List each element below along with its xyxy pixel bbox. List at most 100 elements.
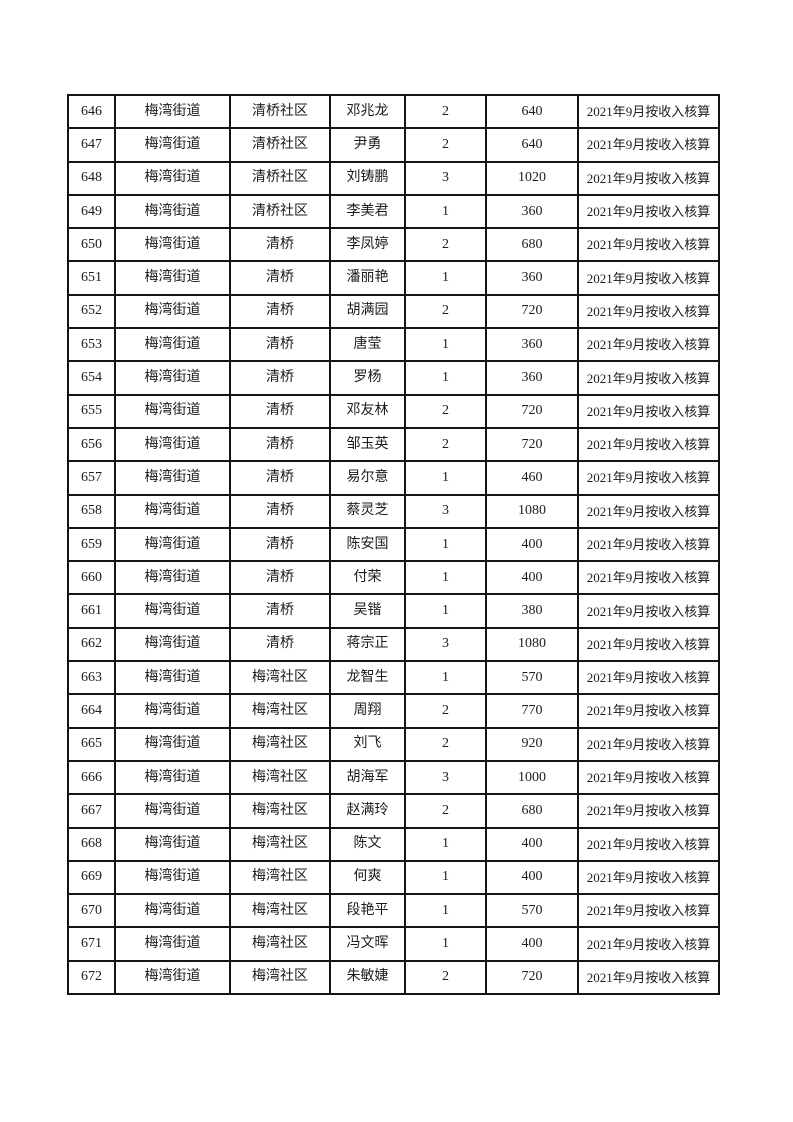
cell-row-number: 666 bbox=[68, 760, 115, 795]
cell-community-name: 梅湾社区 bbox=[230, 927, 330, 961]
cell-street-name: 梅湾街道 bbox=[115, 328, 230, 362]
cell-community-name: 清桥 bbox=[230, 394, 330, 428]
cell-person-name: 陈安国 bbox=[330, 527, 405, 562]
cell-community-name: 梅湾社区 bbox=[230, 860, 330, 895]
cell-community-name: 清桥 bbox=[230, 294, 330, 329]
cell-amount: 460 bbox=[486, 461, 578, 495]
cell-street-name: 梅湾街道 bbox=[115, 694, 230, 728]
cell-street-name: 梅湾街道 bbox=[115, 128, 230, 162]
cell-remark: 2021年9月按收入核算 bbox=[578, 261, 719, 295]
table-row: 663 梅湾街道 梅湾社区 龙智生 1 570 2021年9月按收入核算 bbox=[68, 661, 719, 695]
cell-community-name: 清桥 bbox=[230, 494, 330, 528]
cell-member-count: 2 bbox=[405, 694, 486, 728]
cell-amount: 680 bbox=[486, 228, 578, 262]
cell-amount: 770 bbox=[486, 694, 578, 728]
cell-remark: 2021年9月按收入核算 bbox=[578, 128, 719, 162]
table-body: 646 梅湾街道 清桥社区 邓兆龙 2 640 2021年9月按收入核算 647 梅湾街道 清桥社… bbox=[68, 95, 719, 995]
cell-member-count: 3 bbox=[405, 161, 486, 195]
table-row: 655 梅湾街道 清桥 邓友林 2 720 2021年9月按收入核算 bbox=[68, 394, 719, 428]
cell-row-number: 667 bbox=[68, 794, 115, 828]
cell-row-number: 651 bbox=[68, 261, 115, 295]
cell-street-name: 梅湾街道 bbox=[115, 927, 230, 961]
cell-community-name: 清桥社区 bbox=[230, 161, 330, 195]
cell-person-name: 蔡灵芝 bbox=[330, 494, 405, 528]
table-row: 667 梅湾街道 梅湾社区 赵满玲 2 680 2021年9月按收入核算 bbox=[68, 794, 719, 828]
cell-amount: 400 bbox=[486, 527, 578, 562]
cell-amount: 400 bbox=[486, 860, 578, 895]
cell-person-name: 唐莹 bbox=[330, 328, 405, 362]
cell-remark: 2021年9月按收入核算 bbox=[578, 561, 719, 595]
cell-row-number: 656 bbox=[68, 427, 115, 462]
cell-street-name: 梅湾街道 bbox=[115, 194, 230, 229]
cell-member-count: 1 bbox=[405, 361, 486, 395]
cell-remark: 2021年9月按收入核算 bbox=[578, 328, 719, 362]
table-row: 648 梅湾街道 清桥社区 刘铸鹏 3 1020 2021年9月按收入核算 bbox=[68, 161, 719, 195]
cell-community-name: 清桥 bbox=[230, 328, 330, 362]
cell-amount: 570 bbox=[486, 894, 578, 928]
cell-amount: 720 bbox=[486, 294, 578, 329]
cell-street-name: 梅湾街道 bbox=[115, 860, 230, 895]
cell-member-count: 1 bbox=[405, 594, 486, 628]
cell-street-name: 梅湾街道 bbox=[115, 727, 230, 761]
cell-remark: 2021年9月按收入核算 bbox=[578, 461, 719, 495]
cell-member-count: 1 bbox=[405, 527, 486, 562]
cell-street-name: 梅湾街道 bbox=[115, 261, 230, 295]
cell-amount: 920 bbox=[486, 727, 578, 761]
cell-amount: 720 bbox=[486, 960, 578, 995]
cell-person-name: 尹勇 bbox=[330, 128, 405, 162]
cell-person-name: 朱敏婕 bbox=[330, 960, 405, 995]
table-row: 658 梅湾街道 清桥 蔡灵芝 3 1080 2021年9月按收入核算 bbox=[68, 494, 719, 528]
cell-remark: 2021年9月按收入核算 bbox=[578, 594, 719, 628]
cell-member-count: 1 bbox=[405, 561, 486, 595]
cell-member-count: 1 bbox=[405, 328, 486, 362]
cell-amount: 380 bbox=[486, 594, 578, 628]
cell-row-number: 661 bbox=[68, 594, 115, 628]
cell-street-name: 梅湾街道 bbox=[115, 427, 230, 462]
cell-row-number: 663 bbox=[68, 661, 115, 695]
cell-amount: 1020 bbox=[486, 161, 578, 195]
cell-person-name: 刘铸鹏 bbox=[330, 161, 405, 195]
cell-amount: 400 bbox=[486, 927, 578, 961]
table-row: 646 梅湾街道 清桥社区 邓兆龙 2 640 2021年9月按收入核算 bbox=[68, 95, 719, 129]
cell-street-name: 梅湾街道 bbox=[115, 461, 230, 495]
cell-community-name: 清桥 bbox=[230, 461, 330, 495]
cell-remark: 2021年9月按收入核算 bbox=[578, 161, 719, 195]
cell-remark: 2021年9月按收入核算 bbox=[578, 527, 719, 562]
cell-amount: 360 bbox=[486, 194, 578, 229]
cell-community-name: 清桥 bbox=[230, 561, 330, 595]
table-row: 664 梅湾街道 梅湾社区 周翔 2 770 2021年9月按收入核算 bbox=[68, 694, 719, 728]
cell-row-number: 660 bbox=[68, 561, 115, 595]
cell-remark: 2021年9月按收入核算 bbox=[578, 627, 719, 662]
cell-street-name: 梅湾街道 bbox=[115, 760, 230, 795]
table-row: 653 梅湾街道 清桥 唐莹 1 360 2021年9月按收入核算 bbox=[68, 328, 719, 362]
cell-remark: 2021年9月按收入核算 bbox=[578, 727, 719, 761]
cell-street-name: 梅湾街道 bbox=[115, 661, 230, 695]
cell-amount: 570 bbox=[486, 661, 578, 695]
table-row: 651 梅湾街道 清桥 潘丽艳 1 360 2021年9月按收入核算 bbox=[68, 261, 719, 295]
cell-amount: 1000 bbox=[486, 760, 578, 795]
cell-person-name: 周翔 bbox=[330, 694, 405, 728]
cell-row-number: 649 bbox=[68, 194, 115, 229]
cell-member-count: 2 bbox=[405, 727, 486, 761]
table-row: 656 梅湾街道 清桥 邹玉英 2 720 2021年9月按收入核算 bbox=[68, 427, 719, 462]
cell-row-number: 647 bbox=[68, 128, 115, 162]
cell-person-name: 潘丽艳 bbox=[330, 261, 405, 295]
cell-street-name: 梅湾街道 bbox=[115, 527, 230, 562]
cell-person-name: 刘飞 bbox=[330, 727, 405, 761]
cell-person-name: 李美君 bbox=[330, 194, 405, 229]
table-row: 660 梅湾街道 清桥 付荣 1 400 2021年9月按收入核算 bbox=[68, 561, 719, 595]
cell-member-count: 1 bbox=[405, 194, 486, 229]
table-row: 670 梅湾街道 梅湾社区 段艳平 1 570 2021年9月按收入核算 bbox=[68, 894, 719, 928]
cell-community-name: 梅湾社区 bbox=[230, 827, 330, 861]
cell-amount: 400 bbox=[486, 561, 578, 595]
cell-row-number: 646 bbox=[68, 95, 115, 129]
cell-person-name: 龙智生 bbox=[330, 661, 405, 695]
cell-community-name: 清桥 bbox=[230, 228, 330, 262]
cell-amount: 640 bbox=[486, 95, 578, 129]
cell-row-number: 648 bbox=[68, 161, 115, 195]
table-row: 672 梅湾街道 梅湾社区 朱敏婕 2 720 2021年9月按收入核算 bbox=[68, 960, 719, 995]
cell-remark: 2021年9月按收入核算 bbox=[578, 860, 719, 895]
cell-row-number: 671 bbox=[68, 927, 115, 961]
cell-street-name: 梅湾街道 bbox=[115, 294, 230, 329]
cell-row-number: 655 bbox=[68, 394, 115, 428]
